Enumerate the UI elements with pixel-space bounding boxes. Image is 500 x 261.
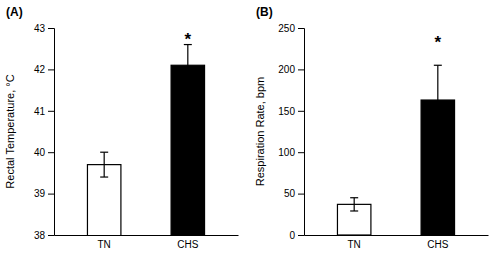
- panel-label: (A): [6, 5, 23, 19]
- tick: TN: [98, 239, 111, 250]
- tick: 41: [34, 106, 54, 117]
- error-cap: [184, 85, 192, 86]
- error-line: [437, 65, 438, 135]
- x-axis: TN CHS: [305, 236, 489, 251]
- annotation: *: [435, 33, 442, 52]
- tick-mark: [298, 235, 304, 236]
- tick-mark: [298, 69, 304, 70]
- panel: 0 50 100 150 200 250 TN CHS Respiration Rate, bp…: [254, 5, 489, 250]
- chart: 38 39 40 41 42 43 TN CHS Rectal Temperature, °C (…: [0, 0, 500, 261]
- tick: 250: [278, 23, 304, 34]
- tick: 43: [34, 23, 54, 34]
- tick-label: 41: [34, 106, 46, 117]
- error-bar: [350, 198, 358, 211]
- axis-line: [55, 235, 239, 236]
- tick: 39: [34, 188, 54, 199]
- tick-label: 0: [289, 230, 295, 241]
- tick-mark: [298, 28, 304, 29]
- tick-label: 42: [34, 64, 46, 75]
- tick-label: TN: [98, 239, 111, 250]
- tick-mark: [48, 28, 54, 29]
- error-cap: [434, 65, 442, 66]
- y-axis: 0 50 100 150 200 250: [278, 23, 304, 241]
- axis-line: [305, 235, 489, 236]
- tick: 200: [278, 64, 304, 75]
- axis-line: [48, 29, 55, 236]
- tick: 40: [34, 147, 54, 158]
- tick: 0: [289, 230, 304, 241]
- tick: TN: [348, 239, 361, 250]
- x-axis: TN CHS: [55, 236, 239, 251]
- tick: 42: [34, 64, 54, 75]
- tick-mark: [298, 194, 304, 195]
- axis-title: Respiration Rate, bpm: [254, 77, 266, 186]
- error-cap: [350, 197, 358, 198]
- tick: 38: [34, 230, 54, 241]
- plot-area: [337, 65, 454, 235]
- tick-mark: [298, 152, 304, 153]
- axis-line: [298, 29, 305, 236]
- tick-mark: [48, 235, 54, 236]
- plot-area: [87, 45, 204, 235]
- panel-label: (B): [256, 5, 273, 19]
- error-bar: [184, 45, 192, 86]
- tick-mark: [48, 111, 54, 112]
- tick-mark: [48, 69, 54, 70]
- error-line: [187, 45, 188, 86]
- bar: [171, 65, 204, 235]
- error-cap: [434, 134, 442, 135]
- tick-mark: [48, 152, 54, 153]
- tick-label: 50: [284, 188, 296, 199]
- error-line: [354, 198, 355, 211]
- tick-label: 40: [34, 147, 46, 158]
- error-bar: [100, 152, 108, 177]
- tick-label: CHS: [177, 239, 198, 250]
- tick-label: 43: [34, 23, 46, 34]
- tick: 50: [284, 188, 304, 199]
- tick: CHS: [177, 239, 198, 250]
- axis-title: Rectal Temperature, °C: [4, 74, 16, 188]
- tick-label: 150: [278, 106, 295, 117]
- error-cap: [100, 176, 108, 177]
- y-axis: 38 39 40 41 42 43: [34, 23, 55, 241]
- error-cap: [100, 152, 108, 153]
- tick-label: 200: [278, 64, 295, 75]
- panel: 38 39 40 41 42 43 TN CHS Rectal Temperature, °C (…: [4, 5, 239, 261]
- error-bar: [434, 65, 442, 135]
- error-cap: [350, 210, 358, 211]
- error-line: [104, 152, 105, 177]
- tick: CHS: [427, 239, 448, 250]
- tick-label: CHS: [427, 239, 448, 250]
- tick: 150: [278, 106, 304, 117]
- tick-label: TN: [348, 239, 361, 250]
- tick-mark: [298, 111, 304, 112]
- tick-label: 39: [34, 188, 46, 199]
- tick: 100: [278, 147, 304, 158]
- tick-label: 38: [34, 230, 46, 241]
- annotation: *: [185, 30, 192, 49]
- tick-label: 250: [278, 23, 295, 34]
- tick-mark: [48, 194, 54, 195]
- tick-label: 100: [278, 147, 295, 158]
